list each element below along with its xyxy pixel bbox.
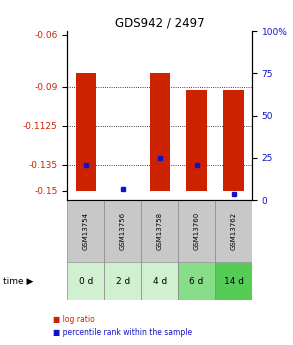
Bar (141, 200, 178, 262)
Text: 2 d: 2 d (116, 277, 130, 286)
Text: 6 d: 6 d (189, 277, 204, 286)
Bar (223, 90, 244, 190)
Bar (67, 262, 104, 300)
Text: ■ log ratio: ■ log ratio (53, 315, 94, 324)
Text: GSM13756: GSM13756 (120, 212, 126, 250)
Bar (178, 262, 215, 300)
Text: 14 d: 14 d (224, 277, 243, 286)
Text: GSM13760: GSM13760 (194, 212, 200, 250)
Text: 4 d: 4 d (153, 277, 167, 286)
Bar (76, 73, 96, 190)
Bar (215, 200, 252, 262)
Text: GSM13758: GSM13758 (157, 212, 163, 250)
Text: 0 d: 0 d (79, 277, 93, 286)
Text: ■ percentile rank within the sample: ■ percentile rank within the sample (53, 328, 192, 337)
Bar (215, 262, 252, 300)
Bar (178, 200, 215, 262)
Bar (104, 200, 141, 262)
Text: GSM13762: GSM13762 (231, 212, 236, 250)
Text: time ▶: time ▶ (3, 277, 33, 286)
Title: GDS942 / 2497: GDS942 / 2497 (115, 17, 205, 30)
Bar (186, 90, 207, 190)
Bar (141, 262, 178, 300)
Bar (149, 73, 170, 190)
Text: GSM13754: GSM13754 (83, 212, 89, 250)
Bar (104, 262, 141, 300)
Bar (67, 200, 104, 262)
